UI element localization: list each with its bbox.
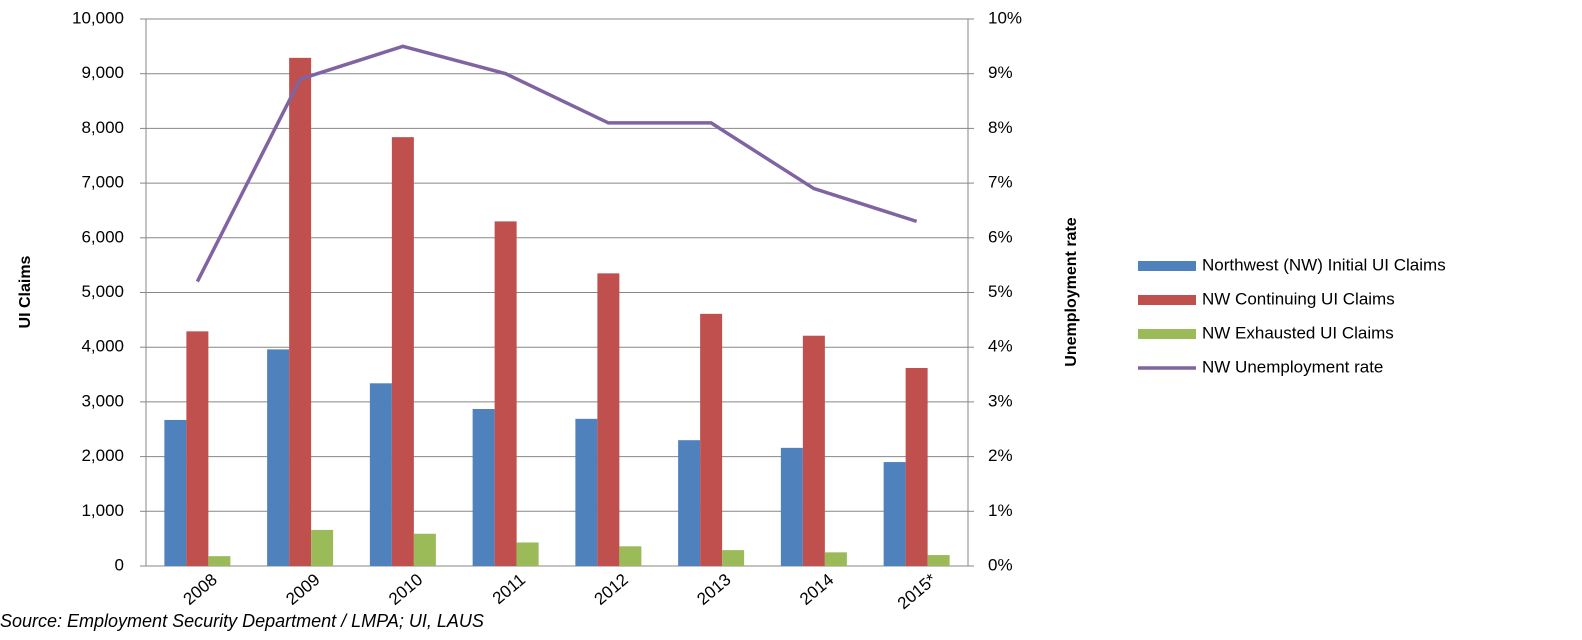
bar	[927, 555, 950, 566]
bar	[311, 529, 334, 566]
bar	[678, 440, 701, 566]
bar	[289, 57, 312, 566]
y-tick-label: 10,000	[72, 8, 124, 27]
bar	[780, 447, 803, 566]
bar	[597, 273, 620, 566]
y-tick-label: 6,000	[81, 227, 124, 246]
x-tick-label: 2011	[489, 570, 529, 608]
y-tick-label: 2,000	[81, 446, 124, 465]
bar	[391, 137, 414, 567]
y-axis-title: UI Claims	[17, 255, 34, 328]
legend-label: Northwest (NW) Initial UI Claims	[1202, 255, 1446, 274]
bar	[824, 552, 847, 566]
y-tick-label: 8,000	[81, 118, 124, 137]
y2-tick-label: 9%	[988, 63, 1013, 82]
y2-tick-label: 2%	[988, 446, 1013, 465]
x-tick-label: 2014	[796, 570, 837, 609]
bar	[883, 462, 906, 566]
bar	[700, 313, 723, 566]
x-tick-label: 2015*	[894, 570, 941, 613]
bar	[164, 419, 187, 566]
legend-swatch	[1138, 329, 1196, 339]
x-tick-label: 2009	[282, 570, 323, 609]
y2-tick-label: 6%	[988, 227, 1013, 246]
x-tick-label: 2008	[180, 570, 221, 609]
y-tick-label: 7,000	[81, 173, 124, 192]
bar	[208, 556, 231, 566]
y2-tick-label: 10%	[988, 8, 1022, 27]
y2-axis-title: Unemployment rate	[1063, 217, 1080, 366]
bar	[802, 335, 825, 566]
bar	[722, 550, 745, 566]
y2-tick-label: 7%	[988, 173, 1013, 192]
bar	[472, 409, 495, 566]
x-tick-label: 2010	[385, 570, 426, 609]
y-tick-label: 3,000	[81, 391, 124, 410]
legend-swatch	[1138, 261, 1196, 271]
y2-tick-label: 0%	[988, 555, 1013, 574]
legend-swatch	[1138, 295, 1196, 305]
y2-tick-label: 1%	[988, 501, 1013, 520]
bar	[369, 383, 392, 566]
source-note: Source: Employment Security Department /…	[0, 611, 484, 631]
y-tick-label: 0	[115, 555, 124, 574]
legend-label: NW Exhausted UI Claims	[1202, 323, 1394, 342]
bar	[575, 418, 598, 566]
bar	[186, 331, 209, 566]
y2-tick-label: 5%	[988, 282, 1013, 301]
y-tick-label: 9,000	[81, 63, 124, 82]
x-tick-label: 2013	[693, 570, 734, 609]
y2-tick-label: 8%	[988, 118, 1013, 137]
legend-label: NW Continuing UI Claims	[1202, 289, 1395, 308]
bar	[905, 367, 928, 566]
legend-label: NW Unemployment rate	[1202, 357, 1383, 376]
bar	[413, 533, 436, 566]
y-tick-label: 1,000	[81, 501, 124, 520]
y-tick-label: 5,000	[81, 282, 124, 301]
bar	[267, 349, 290, 566]
bar	[619, 546, 642, 566]
y2-tick-label: 4%	[988, 337, 1013, 356]
y2-tick-label: 3%	[988, 391, 1013, 410]
bar	[494, 221, 517, 566]
bar	[516, 542, 539, 566]
x-tick-label: 2012	[591, 570, 632, 609]
line-series	[195, 44, 918, 283]
y-tick-label: 4,000	[81, 337, 124, 356]
